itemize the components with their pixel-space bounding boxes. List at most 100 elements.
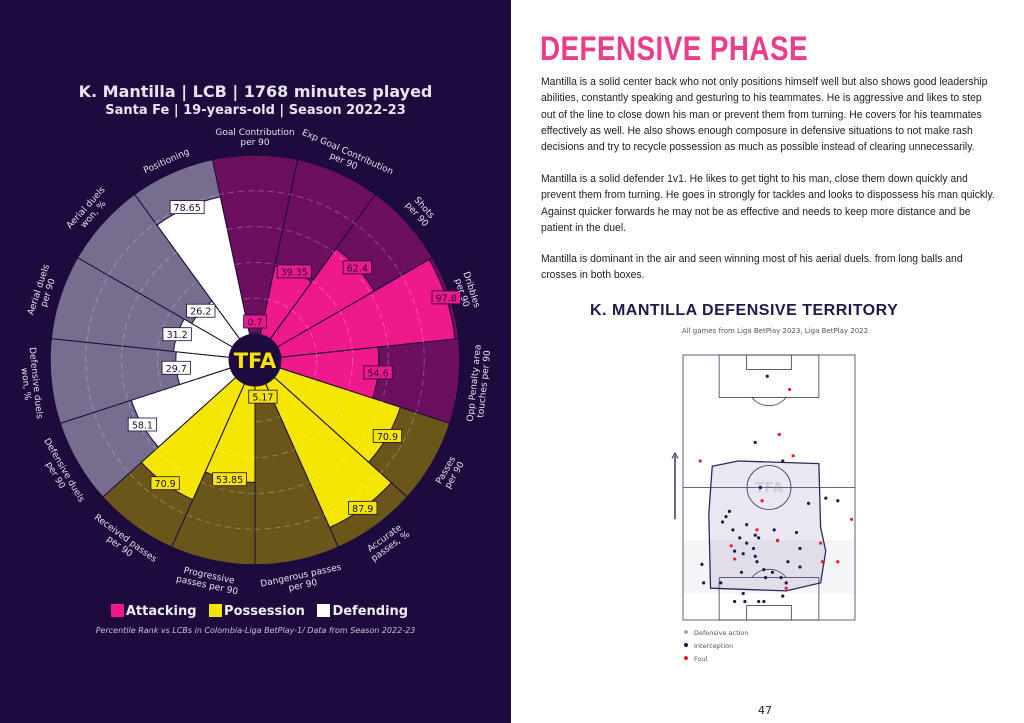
- category-label: Defensive duelswon, %: [17, 347, 44, 421]
- interception-point: [745, 541, 749, 545]
- foul-point: [849, 517, 854, 521]
- value-label: 58.1: [127, 417, 158, 431]
- watermark-logo: TFA: [755, 481, 784, 497]
- foul-point: [777, 432, 781, 437]
- interception-point: [745, 523, 749, 527]
- legend-interception: Interception: [684, 642, 733, 650]
- value-label-text: 87.9: [352, 504, 373, 515]
- interception-point: [786, 560, 790, 564]
- territory-subtitle: All games from Liga BetPlay 2023, Liga B…: [681, 327, 869, 335]
- value-label-text: 58.1: [132, 420, 153, 431]
- chart-subtitle: Santa Fe | 19-years-old | Season 2022-23: [105, 103, 406, 118]
- legend-swatch-attacking: [110, 604, 124, 617]
- interception-point: [739, 570, 744, 574]
- interception-point: [794, 530, 799, 535]
- value-label-box: [276, 264, 312, 279]
- interception-point: [743, 599, 747, 604]
- value-label: 78.65: [169, 200, 205, 214]
- interception-point: [762, 568, 766, 572]
- dot-icon: [684, 656, 688, 660]
- value-label-text: 0.7: [247, 318, 262, 329]
- value-label-text: 62.4: [347, 263, 368, 274]
- value-label: 5.17: [248, 389, 278, 404]
- grid-ring: [121, 226, 389, 494]
- foul-point: [698, 459, 702, 463]
- penalty-arc-top: [751, 397, 787, 407]
- centre-circle: [746, 465, 792, 510]
- slice-value: [276, 258, 456, 358]
- chart-footnote: Percentile Rank vs LCBs in Colombia-Liga…: [95, 626, 416, 635]
- value-label: 54.6: [363, 365, 393, 380]
- category-label: Dangerous passesper 90: [260, 563, 345, 600]
- penalty-box-top: [718, 354, 820, 398]
- value-label: 29.7: [161, 360, 191, 375]
- interception-point: [806, 501, 811, 505]
- interception-point: [772, 528, 776, 532]
- territory-title: K. MANTILLA DEFENSIVE TERRITORY: [590, 302, 899, 319]
- value-label: 70.9: [372, 429, 403, 443]
- interception-point: [798, 546, 802, 551]
- value-label-text: 54.6: [367, 368, 388, 379]
- value-label-text: 78.65: [174, 203, 201, 214]
- category-label: Opp Penalty areatouches per 90: [466, 344, 494, 423]
- territory-pitch: TFA: [671, 354, 856, 621]
- paragraph: Mantilla is a solid defender 1v1. He lik…: [541, 173, 995, 234]
- interception-point: [757, 536, 761, 540]
- value-label-box: [212, 472, 247, 487]
- interception-point: [753, 440, 757, 445]
- interception-point: [731, 528, 735, 532]
- page-number: 47: [758, 704, 772, 717]
- interception-point: [753, 554, 757, 558]
- interception-point: [741, 552, 745, 556]
- foul-point: [733, 557, 737, 561]
- foul-point: [776, 538, 780, 543]
- interception-point: [700, 562, 704, 566]
- interception-point: [753, 533, 757, 537]
- interception-point: [836, 499, 840, 503]
- value-label-box: [363, 365, 393, 380]
- foul-point: [729, 544, 733, 548]
- grid-ring: [192, 297, 318, 423]
- value-label-box: [162, 327, 192, 342]
- interception-point: [733, 599, 737, 604]
- value-label-box: [348, 500, 378, 515]
- foul-point: [819, 541, 823, 545]
- interception-point: [733, 549, 737, 553]
- legend-label: Defending: [332, 604, 409, 619]
- interception-point: [757, 599, 761, 604]
- chart-title: K. Mantilla | LCB | 1768 minutes played: [78, 82, 433, 101]
- legend-defensive-action: Defensive action: [684, 629, 749, 637]
- legend-foul: Foul: [684, 655, 707, 663]
- value-label-box: [342, 260, 372, 275]
- territory-hull: [708, 460, 827, 592]
- dot-icon: [684, 630, 688, 634]
- interception-point: [727, 509, 732, 513]
- foul-point: [791, 454, 795, 458]
- interception-point: [755, 560, 759, 564]
- six-yard-box-top: [746, 354, 792, 370]
- foul-point: [784, 586, 788, 590]
- legend-label: Attacking: [125, 604, 197, 619]
- value-label-text: 70.9: [377, 432, 398, 443]
- interception-point: [720, 520, 725, 524]
- interception-point: [762, 599, 766, 604]
- interception-point: [781, 459, 785, 463]
- value-label: 62.4: [342, 260, 372, 275]
- value-label-text: 5.17: [252, 393, 273, 404]
- interception-point: [770, 570, 775, 574]
- grid-ring: [85, 190, 425, 530]
- foul-point: [755, 528, 759, 532]
- legend-label: Interception: [694, 642, 734, 650]
- value-label-box: [150, 476, 180, 491]
- interception-point: [784, 581, 788, 585]
- value-label-box: [372, 429, 403, 443]
- interception-point: [751, 546, 756, 551]
- arrow-head-icon: [671, 451, 679, 459]
- foul-point: [760, 499, 764, 503]
- interception-point: [824, 496, 828, 500]
- outer-ring: [49, 154, 461, 566]
- interception-point: [763, 576, 768, 580]
- value-label-text: 26.2: [190, 307, 211, 318]
- legend-label: Possession: [224, 604, 305, 619]
